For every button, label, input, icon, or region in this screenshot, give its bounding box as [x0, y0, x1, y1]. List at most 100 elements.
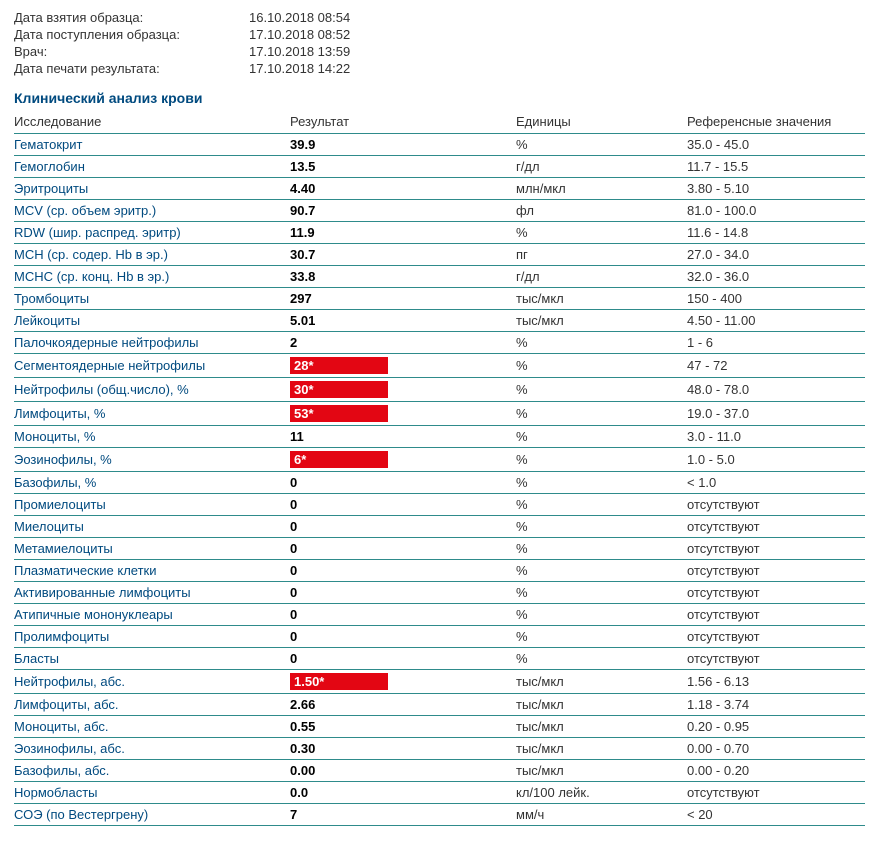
meta-row: Дата взятия образца:16.10.2018 08:54 — [14, 10, 865, 25]
result-flag: 53* — [290, 405, 388, 422]
cell-name: Активированные лимфоциты — [14, 582, 290, 604]
table-row: RDW (шир. распред. эритр)11.9%11.6 - 14.… — [14, 222, 865, 244]
cell-ref: 0.20 - 0.95 — [687, 716, 865, 738]
meta-block: Дата взятия образца:16.10.2018 08:54 Дата… — [14, 10, 865, 76]
cell-name: Гематокрит — [14, 134, 290, 156]
cell-units: % — [516, 604, 687, 626]
cell-units: тыс/мкл — [516, 716, 687, 738]
cell-units: г/дл — [516, 156, 687, 178]
cell-name: Атипичные мононуклеары — [14, 604, 290, 626]
cell-ref: 47 - 72 — [687, 354, 865, 378]
table-row: Базофилы, %0%< 1.0 — [14, 472, 865, 494]
meta-value: 17.10.2018 08:52 — [249, 27, 350, 42]
result-flag: 30* — [290, 381, 388, 398]
cell-units: % — [516, 538, 687, 560]
cell-name: Эритроциты — [14, 178, 290, 200]
cell-units: % — [516, 222, 687, 244]
header-row: Исследование Результат Единицы Референсн… — [14, 110, 865, 134]
cell-name: MCV (ср. объем эритр.) — [14, 200, 290, 222]
cell-ref: отсутствуют — [687, 560, 865, 582]
cell-ref: 1 - 6 — [687, 332, 865, 354]
cell-result: 33.8 — [290, 266, 516, 288]
table-row: MCHC (ср. конц. Hb в эр.)33.8г/дл32.0 - … — [14, 266, 865, 288]
col-header-name: Исследование — [14, 110, 290, 134]
table-row: Тромбоциты297тыс/мкл150 - 400 — [14, 288, 865, 310]
cell-result: 0 — [290, 582, 516, 604]
meta-row: Дата печати результата:17.10.2018 14:22 — [14, 61, 865, 76]
cell-name: СОЭ (по Вестергрену) — [14, 804, 290, 826]
cell-units: тыс/мкл — [516, 288, 687, 310]
cell-result: 297 — [290, 288, 516, 310]
cell-result: 11.9 — [290, 222, 516, 244]
meta-value: 17.10.2018 14:22 — [249, 61, 350, 76]
cell-units: % — [516, 448, 687, 472]
cell-units: тыс/мкл — [516, 670, 687, 694]
cell-result: 0 — [290, 604, 516, 626]
cell-name: Лимфоциты, абс. — [14, 694, 290, 716]
cell-name: Лейкоциты — [14, 310, 290, 332]
cell-name: Моноциты, абс. — [14, 716, 290, 738]
meta-value: 16.10.2018 08:54 — [249, 10, 350, 25]
cell-name: Пролимфоциты — [14, 626, 290, 648]
cell-result: 30.7 — [290, 244, 516, 266]
cell-units: % — [516, 626, 687, 648]
cell-ref: 4.50 - 11.00 — [687, 310, 865, 332]
cell-name: Лимфоциты, % — [14, 402, 290, 426]
cell-name: Эозинофилы, % — [14, 448, 290, 472]
table-row: Промиелоциты0%отсутствуют — [14, 494, 865, 516]
table-row: Лимфоциты, абс.2.66тыс/мкл1.18 - 3.74 — [14, 694, 865, 716]
cell-ref: отсутствуют — [687, 604, 865, 626]
cell-name: Нейтрофилы, абс. — [14, 670, 290, 694]
table-row: Нейтрофилы, абс.1.50*тыс/мкл1.56 - 6.13 — [14, 670, 865, 694]
cell-units: % — [516, 426, 687, 448]
cell-name: Палочкоядерные нейтрофилы — [14, 332, 290, 354]
cell-ref: 1.18 - 3.74 — [687, 694, 865, 716]
cell-ref: 81.0 - 100.0 — [687, 200, 865, 222]
cell-units: % — [516, 354, 687, 378]
cell-name: Тромбоциты — [14, 288, 290, 310]
cell-result: 0 — [290, 626, 516, 648]
cell-ref: отсутствуют — [687, 626, 865, 648]
table-row: Плазматические клетки0%отсутствуют — [14, 560, 865, 582]
table-row: Лейкоциты5.01тыс/мкл4.50 - 11.00 — [14, 310, 865, 332]
table-row: Моноциты, абс.0.55тыс/мкл0.20 - 0.95 — [14, 716, 865, 738]
cell-ref: 3.80 - 5.10 — [687, 178, 865, 200]
table-row: Гемоглобин13.5г/дл11.7 - 15.5 — [14, 156, 865, 178]
table-row: Метамиелоциты0%отсутствуют — [14, 538, 865, 560]
cell-units: % — [516, 516, 687, 538]
cell-result: 7 — [290, 804, 516, 826]
cell-result: 0 — [290, 560, 516, 582]
cell-units: % — [516, 134, 687, 156]
cell-result: 2.66 — [290, 694, 516, 716]
cell-ref: 27.0 - 34.0 — [687, 244, 865, 266]
table-row: Базофилы, абс.0.00тыс/мкл0.00 - 0.20 — [14, 760, 865, 782]
cell-name: Эозинофилы, абс. — [14, 738, 290, 760]
cell-result: 0.30 — [290, 738, 516, 760]
cell-result: 53* — [290, 402, 516, 426]
meta-row: Врач:17.10.2018 13:59 — [14, 44, 865, 59]
col-header-ref: Референсные значения — [687, 110, 865, 134]
table-row: Атипичные мононуклеары0%отсутствуют — [14, 604, 865, 626]
cell-name: Миелоциты — [14, 516, 290, 538]
col-header-result: Результат — [290, 110, 516, 134]
meta-label: Дата поступления образца: — [14, 27, 249, 42]
cell-ref: отсутствуют — [687, 516, 865, 538]
cell-units: кл/100 лейк. — [516, 782, 687, 804]
table-row: MCV (ср. объем эритр.)90.7фл81.0 - 100.0 — [14, 200, 865, 222]
table-row: Эозинофилы, %6*%1.0 - 5.0 — [14, 448, 865, 472]
cell-result: 6* — [290, 448, 516, 472]
cell-units: тыс/мкл — [516, 738, 687, 760]
cell-ref: отсутствуют — [687, 538, 865, 560]
cell-name: Базофилы, абс. — [14, 760, 290, 782]
cell-name: Бласты — [14, 648, 290, 670]
cell-name: Метамиелоциты — [14, 538, 290, 560]
cell-ref: отсутствуют — [687, 648, 865, 670]
table-row: Моноциты, %11%3.0 - 11.0 — [14, 426, 865, 448]
cell-units: % — [516, 582, 687, 604]
col-header-units: Единицы — [516, 110, 687, 134]
cell-units: % — [516, 472, 687, 494]
table-row: Миелоциты0%отсутствуют — [14, 516, 865, 538]
cell-ref: < 20 — [687, 804, 865, 826]
table-row: Нормобласты0.0кл/100 лейк.отсутствуют — [14, 782, 865, 804]
cell-name: Нормобласты — [14, 782, 290, 804]
